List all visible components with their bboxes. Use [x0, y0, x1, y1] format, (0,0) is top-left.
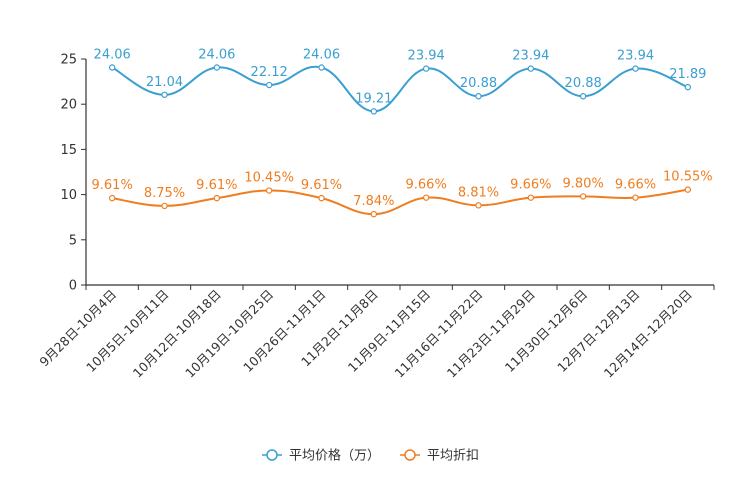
data-point[interactable] — [684, 83, 692, 91]
series-discount: 9.61% 8.75% 9.61% 10.45% 9.61% 7.84% 9.66% 8.81… — [92, 170, 713, 218]
data-label: 8.75% — [144, 186, 185, 201]
data-point[interactable] — [318, 64, 325, 71]
data-point[interactable] — [579, 193, 587, 200]
data-label: 9.66% — [510, 178, 551, 193]
data-point[interactable] — [422, 65, 430, 72]
data-label: 9.80% — [563, 176, 604, 191]
y-tick-label: 5 — [69, 233, 77, 248]
series-line-discount — [112, 188, 688, 216]
data-label: 24.06 — [303, 47, 340, 62]
x-category-label: 12月14日-12月20日 — [601, 287, 695, 381]
data-point[interactable] — [213, 194, 221, 202]
data-label: 9.61% — [92, 178, 133, 193]
y-tick-label: 15 — [60, 143, 77, 158]
data-point[interactable] — [318, 194, 325, 202]
data-label: 10.45% — [244, 171, 294, 186]
data-label: 23.94 — [617, 49, 654, 64]
data-label: 23.94 — [512, 49, 549, 64]
x-category-label: 11月16日-11月22日 — [391, 287, 485, 381]
legend-label: 平均折扣 — [427, 449, 479, 464]
data-point[interactable] — [108, 194, 116, 202]
data-point[interactable] — [161, 202, 168, 210]
legend-circle-marker — [404, 449, 416, 461]
data-point[interactable] — [370, 108, 378, 115]
legend-item-price[interactable]: 平均价格（万） — [262, 448, 380, 464]
data-point[interactable] — [632, 65, 639, 72]
data-point[interactable] — [422, 194, 430, 201]
legend-item-discount[interactable]: 平均折扣 — [400, 449, 479, 464]
data-label: 10.55% — [663, 170, 713, 185]
data-label: 20.88 — [460, 76, 497, 91]
data-point[interactable] — [527, 194, 535, 201]
data-label: 9.66% — [615, 178, 656, 193]
data-point[interactable] — [108, 64, 116, 71]
data-label: 22.12 — [251, 65, 288, 80]
x-category-label: 10月19日-10月25日 — [182, 287, 276, 381]
data-label: 20.88 — [565, 76, 602, 91]
data-label: 21.04 — [146, 75, 183, 90]
data-label: 8.81% — [458, 185, 499, 200]
data-point[interactable] — [161, 91, 168, 98]
x-category-label: 11月23日-11月29日 — [444, 287, 538, 381]
legend-label: 平均价格（万） — [289, 448, 380, 464]
data-label: 19.21 — [355, 91, 392, 106]
data-label: 9.66% — [406, 178, 447, 193]
data-label: 7.84% — [353, 194, 394, 209]
series-price: 24.06 21.04 24.06 22.12 24.06 19.21 23.94 20.88… — [94, 47, 706, 115]
data-point[interactable] — [579, 93, 587, 100]
series-layer: 24.06 21.04 24.06 22.12 24.06 19.21 23.94 20.88… — [92, 47, 713, 218]
y-tick-label: 20 — [60, 98, 77, 113]
data-label: 24.06 — [198, 47, 235, 62]
data-point[interactable] — [684, 186, 692, 193]
data-label: 24.06 — [94, 47, 131, 62]
legend-circle-marker — [266, 449, 278, 461]
data-point[interactable] — [213, 64, 221, 71]
y-tick-label: 10 — [60, 188, 77, 203]
data-label: 21.89 — [669, 67, 706, 82]
data-point[interactable] — [527, 65, 535, 72]
x-category-label: 10月12日-10月18日 — [130, 287, 224, 381]
data-label: 9.61% — [301, 178, 342, 193]
data-label: 23.94 — [408, 49, 445, 64]
data-point[interactable] — [265, 81, 273, 89]
data-point[interactable] — [265, 187, 273, 194]
y-tick-label: 25 — [60, 53, 77, 68]
data-point[interactable] — [370, 210, 378, 218]
legend[interactable]: 平均价格（万） 平均折扣 — [262, 448, 479, 464]
data-label: 9.61% — [196, 178, 237, 193]
y-tick-label: 0 — [69, 279, 77, 294]
data-point[interactable] — [475, 93, 482, 100]
data-point[interactable] — [475, 202, 482, 209]
data-point[interactable] — [632, 194, 639, 201]
